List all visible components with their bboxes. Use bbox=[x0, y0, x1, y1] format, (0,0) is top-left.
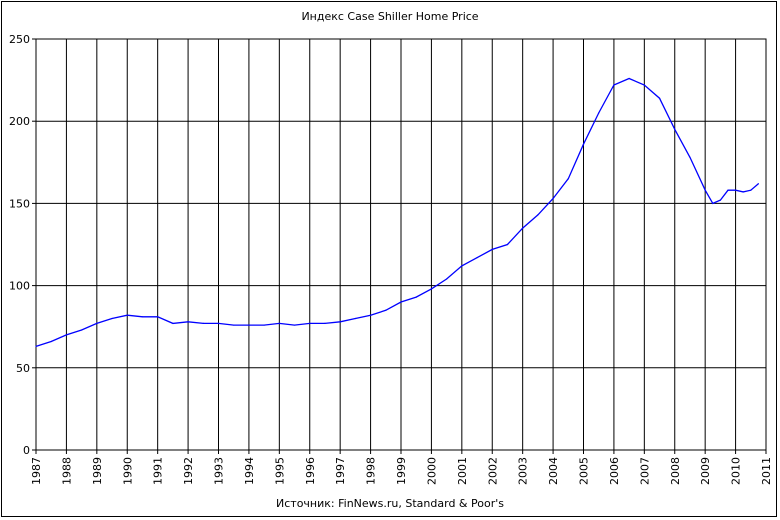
y-tick-label: 100 bbox=[9, 280, 30, 293]
data-point bbox=[233, 324, 235, 326]
data-point bbox=[50, 340, 52, 343]
data-point bbox=[339, 321, 341, 323]
grid-lines bbox=[35, 38, 767, 451]
x-tick-label: 2000 bbox=[425, 457, 438, 485]
data-point bbox=[537, 214, 539, 216]
data-point bbox=[293, 324, 296, 326]
series-line bbox=[35, 77, 759, 348]
data-point bbox=[354, 317, 356, 320]
x-tick-label: 1999 bbox=[395, 457, 408, 485]
data-point bbox=[263, 324, 265, 326]
y-tick-label: 0 bbox=[23, 444, 30, 457]
data-point bbox=[278, 322, 280, 325]
data-point bbox=[400, 301, 402, 303]
data-point bbox=[415, 296, 417, 298]
data-point bbox=[613, 84, 615, 86]
data-point bbox=[506, 243, 509, 246]
x-tick-label: 1989 bbox=[91, 457, 104, 485]
chart-source: Источник: FinNews.ru, Standard & Poor's bbox=[276, 497, 504, 510]
x-tick-label: 1997 bbox=[334, 457, 347, 485]
x-tick-label: 2007 bbox=[638, 457, 651, 485]
x-tick-label: 1991 bbox=[152, 457, 165, 485]
data-point bbox=[522, 227, 524, 229]
chart-title: Индекс Case Shiller Home Price bbox=[301, 10, 479, 23]
data-point bbox=[430, 288, 433, 290]
y-tick-label: 150 bbox=[9, 197, 30, 210]
data-point bbox=[742, 191, 744, 193]
y-axis: 0 50 100 150 200 250 bbox=[9, 33, 36, 457]
x-tick-label: 1998 bbox=[365, 457, 378, 485]
data-point bbox=[476, 257, 478, 259]
data-point bbox=[567, 178, 569, 180]
data-point bbox=[658, 97, 661, 99]
x-axis: 1987 1988 1989 1990 1991 1992 1993 1994 1995 1996… bbox=[30, 450, 773, 485]
y-tick-label: 200 bbox=[9, 115, 30, 128]
y-tick-label: 50 bbox=[16, 362, 30, 375]
data-point bbox=[172, 322, 174, 325]
data-point bbox=[385, 309, 387, 311]
x-tick-label: 1993 bbox=[213, 457, 226, 485]
data-point bbox=[712, 202, 714, 204]
x-tick-label: 2006 bbox=[608, 457, 621, 485]
series-group bbox=[35, 77, 759, 348]
x-tick-label: 2010 bbox=[730, 457, 743, 485]
data-point bbox=[248, 324, 250, 326]
data-point bbox=[628, 77, 630, 80]
data-point bbox=[202, 322, 204, 325]
data-point bbox=[704, 189, 706, 191]
x-tick-label: 1994 bbox=[243, 457, 256, 485]
x-tick-label: 2001 bbox=[456, 457, 469, 485]
x-tick-label: 1996 bbox=[304, 457, 317, 485]
x-tick-label: 2005 bbox=[578, 457, 591, 485]
data-point bbox=[157, 316, 159, 318]
data-point bbox=[187, 321, 189, 323]
data-point bbox=[446, 278, 448, 280]
data-point bbox=[141, 316, 144, 318]
x-tick-label: 2011 bbox=[760, 457, 773, 485]
data-point bbox=[81, 329, 83, 331]
data-point bbox=[111, 317, 113, 320]
data-point bbox=[674, 128, 676, 131]
data-point bbox=[324, 322, 326, 325]
x-tick-label: 2008 bbox=[669, 457, 682, 485]
data-point bbox=[689, 156, 691, 158]
data-point bbox=[96, 322, 98, 325]
data-point bbox=[719, 199, 721, 201]
data-point bbox=[309, 322, 311, 325]
x-tick-label: 1992 bbox=[182, 457, 195, 485]
data-point bbox=[757, 183, 759, 185]
data-point bbox=[217, 322, 220, 325]
x-tick-label: 1987 bbox=[30, 457, 43, 485]
data-point bbox=[35, 345, 37, 348]
data-point bbox=[643, 84, 645, 86]
x-tick-label: 2002 bbox=[486, 457, 499, 485]
data-point bbox=[491, 248, 493, 251]
x-tick-label: 1988 bbox=[60, 457, 73, 485]
data-point bbox=[734, 189, 737, 191]
data-point bbox=[65, 334, 68, 336]
x-tick-label: 1990 bbox=[121, 457, 134, 485]
x-tick-label: 2003 bbox=[517, 457, 530, 485]
data-point bbox=[750, 189, 752, 191]
data-point bbox=[727, 189, 729, 191]
data-point bbox=[369, 314, 372, 316]
x-tick-label: 2009 bbox=[699, 457, 712, 485]
x-tick-label: 1995 bbox=[273, 457, 286, 485]
x-tick-label: 2004 bbox=[547, 457, 560, 485]
data-point bbox=[582, 143, 585, 145]
data-point bbox=[552, 197, 554, 200]
data-point bbox=[598, 112, 600, 114]
y-tick-label: 250 bbox=[9, 33, 30, 46]
data-point bbox=[461, 265, 463, 267]
data-point bbox=[126, 314, 128, 316]
